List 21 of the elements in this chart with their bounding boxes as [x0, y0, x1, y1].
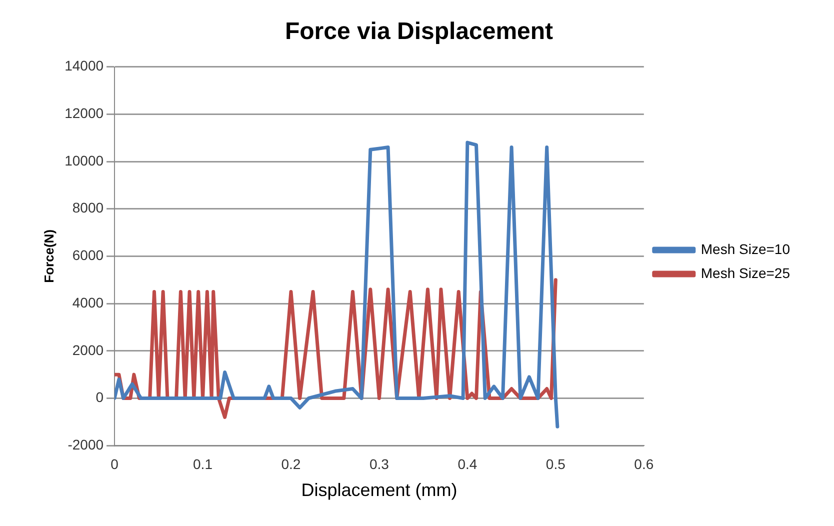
x-tick-label: 0.4: [458, 456, 478, 472]
y-tick-label: 10000: [64, 152, 104, 168]
y-tick-label: 12000: [64, 105, 104, 122]
legend-label: Mesh Size=25: [700, 264, 790, 281]
y-tick-label: 8000: [72, 200, 104, 216]
chart-title: Force via Displacement: [284, 18, 554, 46]
y-axis-title: Force(N): [41, 229, 56, 283]
y-tick-label: 6000: [72, 247, 104, 264]
x-tick-label: 0.3: [369, 456, 390, 472]
y-tick-label: 14000: [64, 58, 104, 74]
x-tick-label: 0.2: [281, 456, 301, 472]
x-tick-label: 0: [110, 456, 119, 472]
y-tick-label: 4000: [72, 294, 104, 310]
x-tick-label: 0.6: [634, 456, 654, 472]
y-tick-label: -2000: [68, 436, 104, 452]
legend-label: Mesh Size=10: [700, 240, 790, 257]
y-tick-label: 2000: [72, 342, 104, 358]
x-tick-label: 0.5: [546, 456, 566, 472]
x-axis-title: Displacement (mm): [301, 480, 458, 500]
y-tick-label: 0: [96, 389, 104, 406]
x-tick-label: 0.1: [193, 456, 213, 472]
